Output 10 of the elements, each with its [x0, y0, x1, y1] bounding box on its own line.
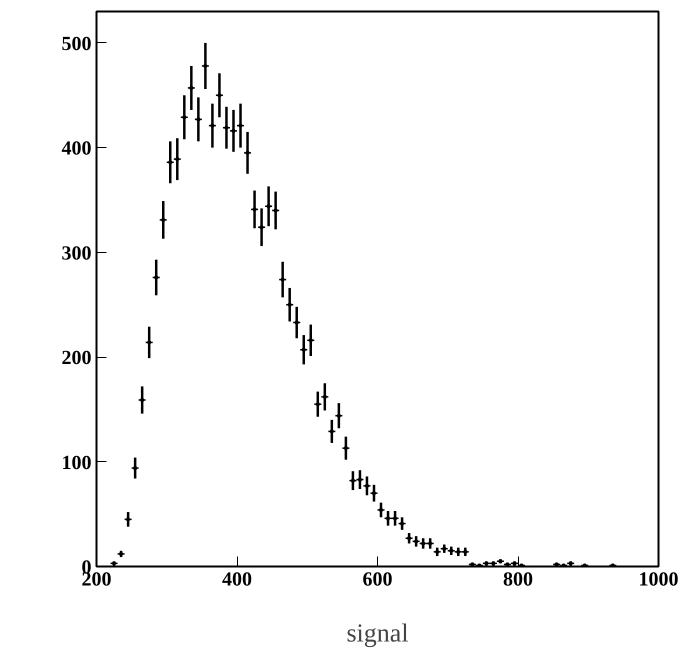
y-tick-label: 100	[62, 452, 92, 474]
x-tick-label: 1000	[638, 568, 678, 590]
x-tick-label: 400	[222, 568, 252, 590]
x-axis-title: signal	[346, 618, 409, 648]
x-tick-label: 600	[362, 568, 392, 590]
y-tick-label: 400	[62, 138, 92, 160]
y-tick-label: 200	[62, 347, 92, 370]
x-tick-label: 800	[503, 568, 533, 590]
y-tick-label: 500	[62, 32, 92, 55]
y-tick-label: 300	[62, 242, 92, 264]
